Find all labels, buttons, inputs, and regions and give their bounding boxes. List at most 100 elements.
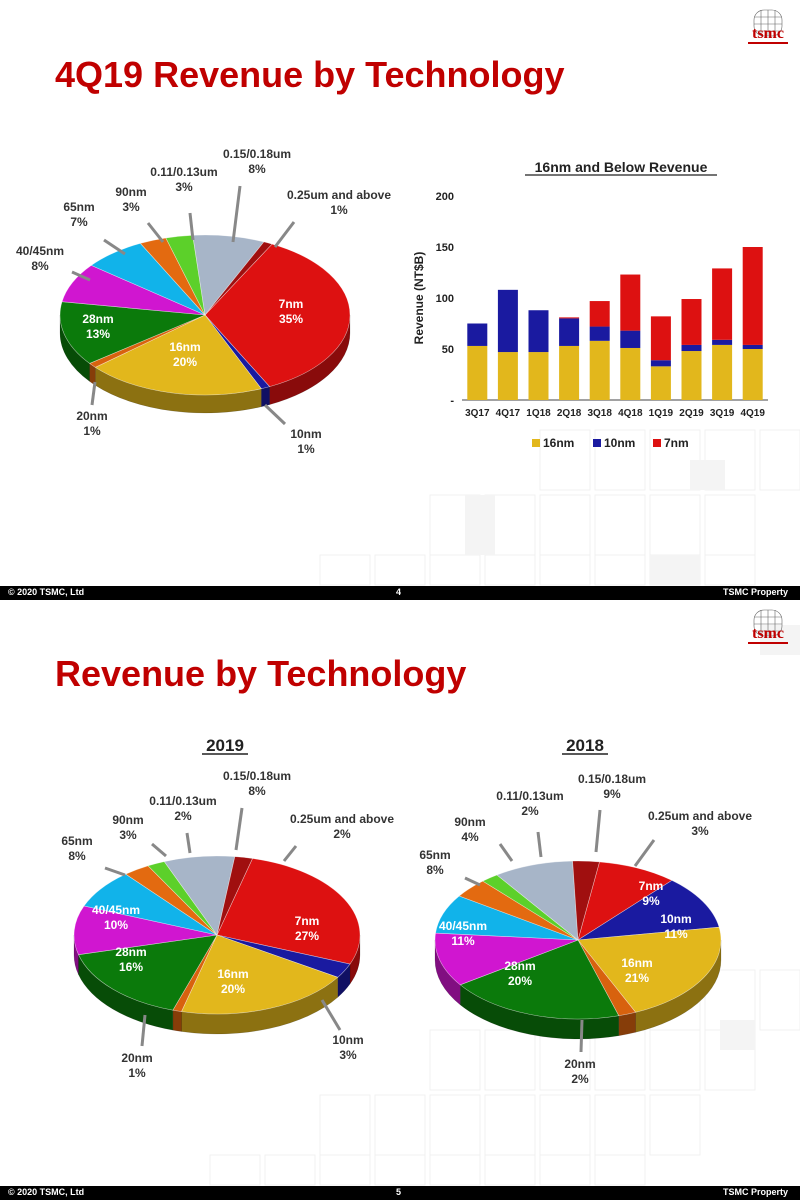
pie-chart-2019: 7nm27%10nm3%16nm20%20nm1%28nm16%40/45nm1… — [61, 736, 394, 1080]
slice-value-0-11-0-13um: 2% — [521, 804, 539, 818]
leader-line-20nm — [579, 1019, 584, 1053]
leader-line-40-45nm — [71, 270, 91, 282]
bar-10nm-4q19 — [742, 344, 763, 349]
footer-page-number: 4 — [396, 587, 402, 597]
slice-label-28nm: 28nm — [115, 945, 146, 959]
pie-slice-28nm — [59, 301, 206, 364]
leader-line-0-15-0-18um — [594, 809, 602, 853]
bar-10nm-4q17 — [497, 289, 518, 353]
slice-label-20nm: 20nm — [121, 1051, 152, 1065]
slice-value-7nm: 27% — [295, 929, 319, 943]
leader-line-0-25um-and-above — [282, 845, 298, 862]
svg-text:tsmc: tsmc — [752, 625, 784, 642]
slice-value-40-45nm: 8% — [31, 259, 49, 273]
slice-label-7nm: 7nm — [279, 297, 304, 311]
slice-value-16nm: 21% — [625, 971, 649, 985]
x-tick-1q19: 1Q19 — [649, 408, 674, 419]
leader-line-10nm — [320, 999, 342, 1031]
slice-value-28nm: 20% — [508, 974, 532, 988]
legend: 16nm 10nm 7nm — [532, 436, 689, 450]
slice-label-0-25um-and-above: 0.25um and above — [287, 188, 391, 202]
slice-value-40-45nm: 10% — [104, 918, 128, 932]
leader-line-65nm — [104, 866, 126, 877]
bar-10nm-4q18 — [620, 330, 641, 348]
slice-value-0-25um-and-above: 3% — [691, 824, 709, 838]
x-tick-3q17: 3Q17 — [465, 408, 490, 419]
bar-16nm-1q19 — [650, 366, 671, 400]
pie-side-walls — [434, 939, 722, 1040]
pie-slice-40-45nm — [73, 905, 218, 956]
slice-label-16nm: 16nm — [621, 956, 652, 970]
legend-label-10nm: 10nm — [604, 436, 635, 450]
x-tick-2q19: 2Q19 — [679, 408, 704, 419]
bar-16nm-2q18 — [559, 345, 580, 400]
bar-10nm-3q17 — [467, 323, 488, 346]
leader-line-90nm — [151, 842, 167, 858]
pie-slice-0-25um-and-above — [204, 241, 273, 316]
slice-value-65nm: 8% — [426, 863, 444, 877]
bar-10nm-2q19 — [681, 344, 702, 352]
slice-label-0-15-0-18um: 0.15/0.18um — [223, 147, 291, 161]
slice-label-16nm: 16nm — [169, 340, 200, 354]
pie-slice-0-25um-and-above — [572, 860, 600, 941]
slice-label-16nm: 16nm — [217, 967, 248, 981]
bar-10nm-3q19 — [712, 339, 733, 345]
pie-labels: 7nm27%10nm3%16nm20%20nm1%28nm16%40/45nm1… — [61, 769, 394, 1080]
y-tick-label: 150 — [436, 242, 454, 254]
slice-value-65nm: 7% — [70, 215, 88, 229]
slice-label-20nm: 20nm — [564, 1057, 595, 1071]
y-tick-label: 200 — [436, 191, 454, 203]
legend-swatch-16nm — [532, 439, 540, 447]
leader-line-20nm — [90, 381, 97, 406]
y-axis-label: Revenue (NT$B) — [412, 252, 426, 345]
bar-16nm-3q17 — [467, 345, 488, 400]
x-tick-4q17: 4Q17 — [496, 408, 521, 419]
legend-swatch-7nm — [653, 439, 661, 447]
pie-chart-2018: 7nm9%10nm11%16nm21%20nm2%28nm20%40/45nm1… — [419, 736, 752, 1086]
slice-value-16nm: 20% — [173, 355, 197, 369]
slide-revenue-by-technology: Revenue by Technology tsmc 7nm 27% 10nm 3% 1… — [0, 600, 800, 1200]
leader-line-0-11-0-13um — [188, 212, 195, 241]
slice-label-0-11-0-13um: 0.11/0.13um — [496, 789, 563, 803]
slice-value-20nm: 1% — [128, 1066, 146, 1080]
slice-value-20nm: 1% — [83, 424, 101, 438]
bar-16nm-4q18 — [620, 347, 641, 400]
leader-line-90nm — [146, 222, 165, 243]
bar-16nm-4q17 — [497, 352, 518, 400]
slice-value-0-25um-and-above: 2% — [333, 827, 351, 841]
bar-16nm-3q18 — [589, 340, 610, 400]
pie-chart-4q19: 7nm35%10nm1%16nm20%20nm1%28nm13%40/45nm8… — [16, 147, 391, 456]
tsmc-logo: tsmc — [748, 609, 788, 644]
svg-text:tsmc: tsmc — [752, 25, 784, 42]
slice-label-65nm: 65nm — [61, 834, 92, 848]
background-tiles — [319, 429, 800, 586]
slice-label-40-45nm: 40/45nm — [16, 244, 64, 258]
leader-line-65nm — [464, 876, 481, 887]
tsmc-logo: tsmc — [748, 9, 788, 44]
slice-value-10nm: 11% — [664, 927, 688, 941]
slice-label-0-15-0-18um: 0.15/0.18um — [578, 772, 646, 786]
slice-label-65nm: 65nm — [63, 200, 94, 214]
slice-label-0-15-0-18um: 0.15/0.18um — [223, 769, 291, 783]
pie-title: 2019 — [206, 736, 244, 755]
pie-labels: 7nm9%10nm11%16nm21%20nm2%28nm20%40/45nm1… — [419, 772, 752, 1086]
slide-title: Revenue by Technology — [55, 653, 467, 694]
bar-10nm-1q18 — [528, 310, 549, 353]
pie-slice-28nm — [459, 939, 620, 1020]
x-tick-2q18: 2Q18 — [557, 408, 582, 419]
slice-value-10nm: 3% — [339, 1048, 357, 1062]
bar-7nm-4q18 — [620, 274, 641, 331]
y-tick-label: 100 — [436, 293, 454, 305]
pie-slices — [73, 855, 361, 1015]
x-tick-1q18: 1Q18 — [526, 408, 551, 419]
pie-slice-0-25um-and-above — [216, 856, 253, 936]
pie-wall-20nm — [618, 1011, 636, 1037]
slice-label-7nm: 7nm — [295, 914, 320, 928]
slice-value-40-45nm: 11% — [451, 934, 475, 948]
pie-slice-7nm — [577, 861, 673, 941]
slice-value-10nm: 1% — [297, 442, 315, 456]
y-tick-label: 50 — [442, 344, 454, 356]
slice-value-0-11-0-13um: 2% — [174, 809, 192, 823]
bar-16nm-1q18 — [528, 352, 549, 400]
x-tick-3q19: 3Q19 — [710, 408, 735, 419]
